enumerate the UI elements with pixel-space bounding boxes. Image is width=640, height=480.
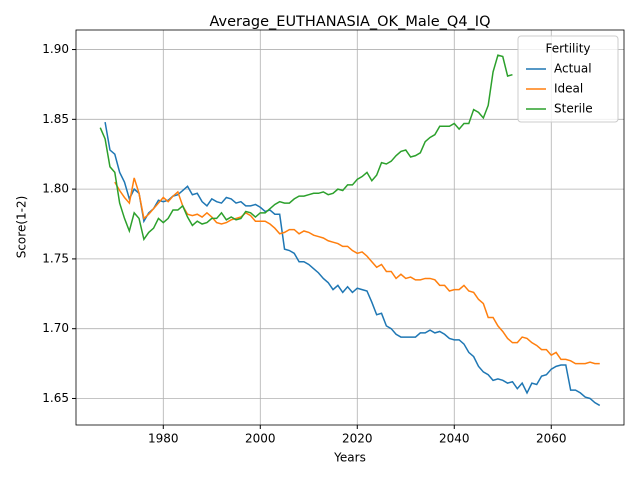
y-axis-label: Score(1-2) bbox=[15, 196, 29, 259]
chart-title: Average_EUTHANASIA_OK_Male_Q4_IQ bbox=[209, 14, 490, 30]
series-line bbox=[99, 54, 513, 242]
legend-label: Ideal bbox=[554, 82, 583, 96]
y-tick-label: 1.80 bbox=[42, 182, 69, 196]
series-line bbox=[104, 121, 601, 407]
x-tick-label: 2040 bbox=[439, 432, 470, 446]
plot-frame bbox=[75, 29, 625, 426]
y-tick-label: 1.85 bbox=[42, 112, 69, 126]
y-tick-label: 1.65 bbox=[42, 391, 69, 405]
legend-label: Actual bbox=[554, 62, 592, 76]
legend-title: Fertility bbox=[545, 42, 590, 56]
x-tick-label: 2020 bbox=[342, 432, 373, 446]
legend-label: Sterile bbox=[554, 102, 593, 116]
legend-box bbox=[517, 35, 619, 123]
x-axis-label: Years bbox=[333, 451, 366, 465]
y-tick-label: 1.70 bbox=[42, 321, 69, 335]
x-tick-label: 2000 bbox=[245, 432, 276, 446]
x-tick-label: 2060 bbox=[536, 432, 567, 446]
series-line bbox=[114, 177, 600, 365]
y-tick-label: 1.90 bbox=[42, 42, 69, 56]
x-tick-label: 1980 bbox=[148, 432, 179, 446]
y-tick-label: 1.75 bbox=[42, 251, 69, 265]
